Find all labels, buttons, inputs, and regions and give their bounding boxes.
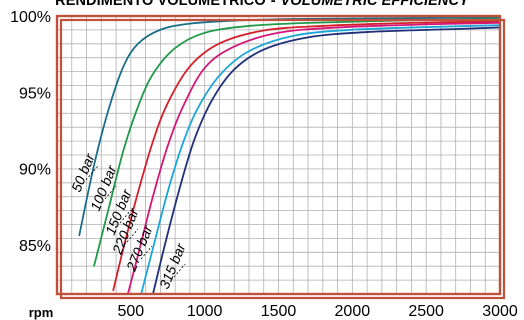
series-leader-100-bar <box>104 185 117 200</box>
chart-series-group <box>78 16 500 294</box>
series-line-270-bar <box>140 24 500 294</box>
series-label-leaders <box>85 165 186 278</box>
series-leader-150-bar <box>119 209 132 224</box>
series-leader-270-bar <box>140 245 153 260</box>
x-tick-label: 1000 <box>187 303 223 320</box>
series-line-100-bar <box>93 18 500 267</box>
y-tick-label: 95% <box>19 85 51 102</box>
x-tick-label: 3000 <box>482 303 518 320</box>
series-label-50-bar: 50 bar <box>68 150 98 194</box>
series-line-220-bar <box>127 21 500 294</box>
chart-grid <box>57 16 500 294</box>
y-tick-label: 85% <box>19 238 51 255</box>
series-leader-315-bar <box>173 263 186 278</box>
plot-frame-group <box>55 14 506 300</box>
chart-subtitle: VOLUMETRIC EFFICIENCY <box>280 0 469 9</box>
series-leader-220-bar <box>126 228 139 243</box>
chart-title-main: RENDIMENTO VOLUMETRICO <box>55 0 266 9</box>
x-tick-label: 500 <box>117 303 144 320</box>
x-tick-label: 2500 <box>408 303 444 320</box>
y-tick-label: 90% <box>19 162 51 179</box>
x-tick-label: 1500 <box>261 303 297 320</box>
chart-title-separator: - <box>270 0 276 9</box>
x-tick-label: 2000 <box>335 303 371 320</box>
series-leader-50-bar <box>85 165 99 181</box>
x-axis-label: rpm <box>29 305 54 320</box>
series-line-50-bar <box>78 16 500 237</box>
series-label-315-bar: 315 bar <box>156 240 189 291</box>
axis-labels-group: 85% 90% 95% 100% 500 1000 1500 2000 2500 3000 rpm <box>10 9 518 320</box>
chart-title: RENDIMENTO VOLUMETRICO - VOLUMETRIC EFFICI… <box>0 0 524 9</box>
plot-frame-shadow <box>59 18 506 300</box>
series-line-150-bar <box>112 20 500 292</box>
y-tick-label: 100% <box>10 9 51 26</box>
plot-frame <box>55 14 502 296</box>
series-line-315-bar <box>152 26 500 294</box>
